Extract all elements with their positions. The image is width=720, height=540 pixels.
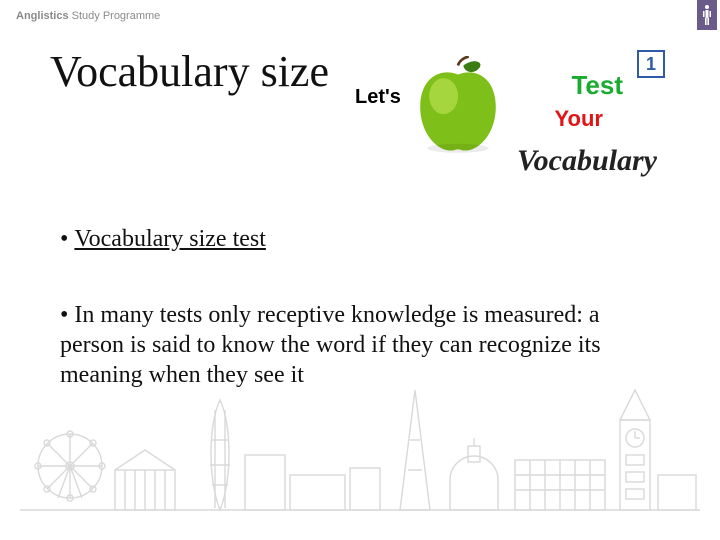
your-label: Your [555,106,603,132]
institution-logo [697,0,717,30]
test-your-vocabulary-graphic: Let's Test Your Vocabulary 1 [355,56,665,216]
bullet-body-text: In many tests only receptive knowledge i… [60,302,601,388]
vocab-size-test-link[interactable]: Vocabulary size test [74,226,266,252]
program-header: Anglistics Study Programme [16,10,160,22]
figure-icon [702,4,712,26]
slide: Anglistics Study Programme Vocabulary si… [0,0,720,540]
bullet-link-row: •Vocabulary size test [60,226,266,253]
test-label: Test [571,70,623,101]
program-brand-bold: Anglistics [16,10,69,22]
slide-title: Vocabulary size [50,46,329,97]
bullet-marker: • [60,302,68,328]
program-brand-rest: Study Programme [69,10,161,22]
bullet-marker: • [60,226,68,252]
bullet-body-row: •In many tests only receptive knowledge … [60,300,650,390]
apple-icon [413,56,503,156]
skyline-illustration [20,380,700,520]
lets-label: Let's [355,86,401,109]
vocabulary-label: Vocabulary [517,144,657,178]
slide-number-badge: 1 [637,50,665,78]
